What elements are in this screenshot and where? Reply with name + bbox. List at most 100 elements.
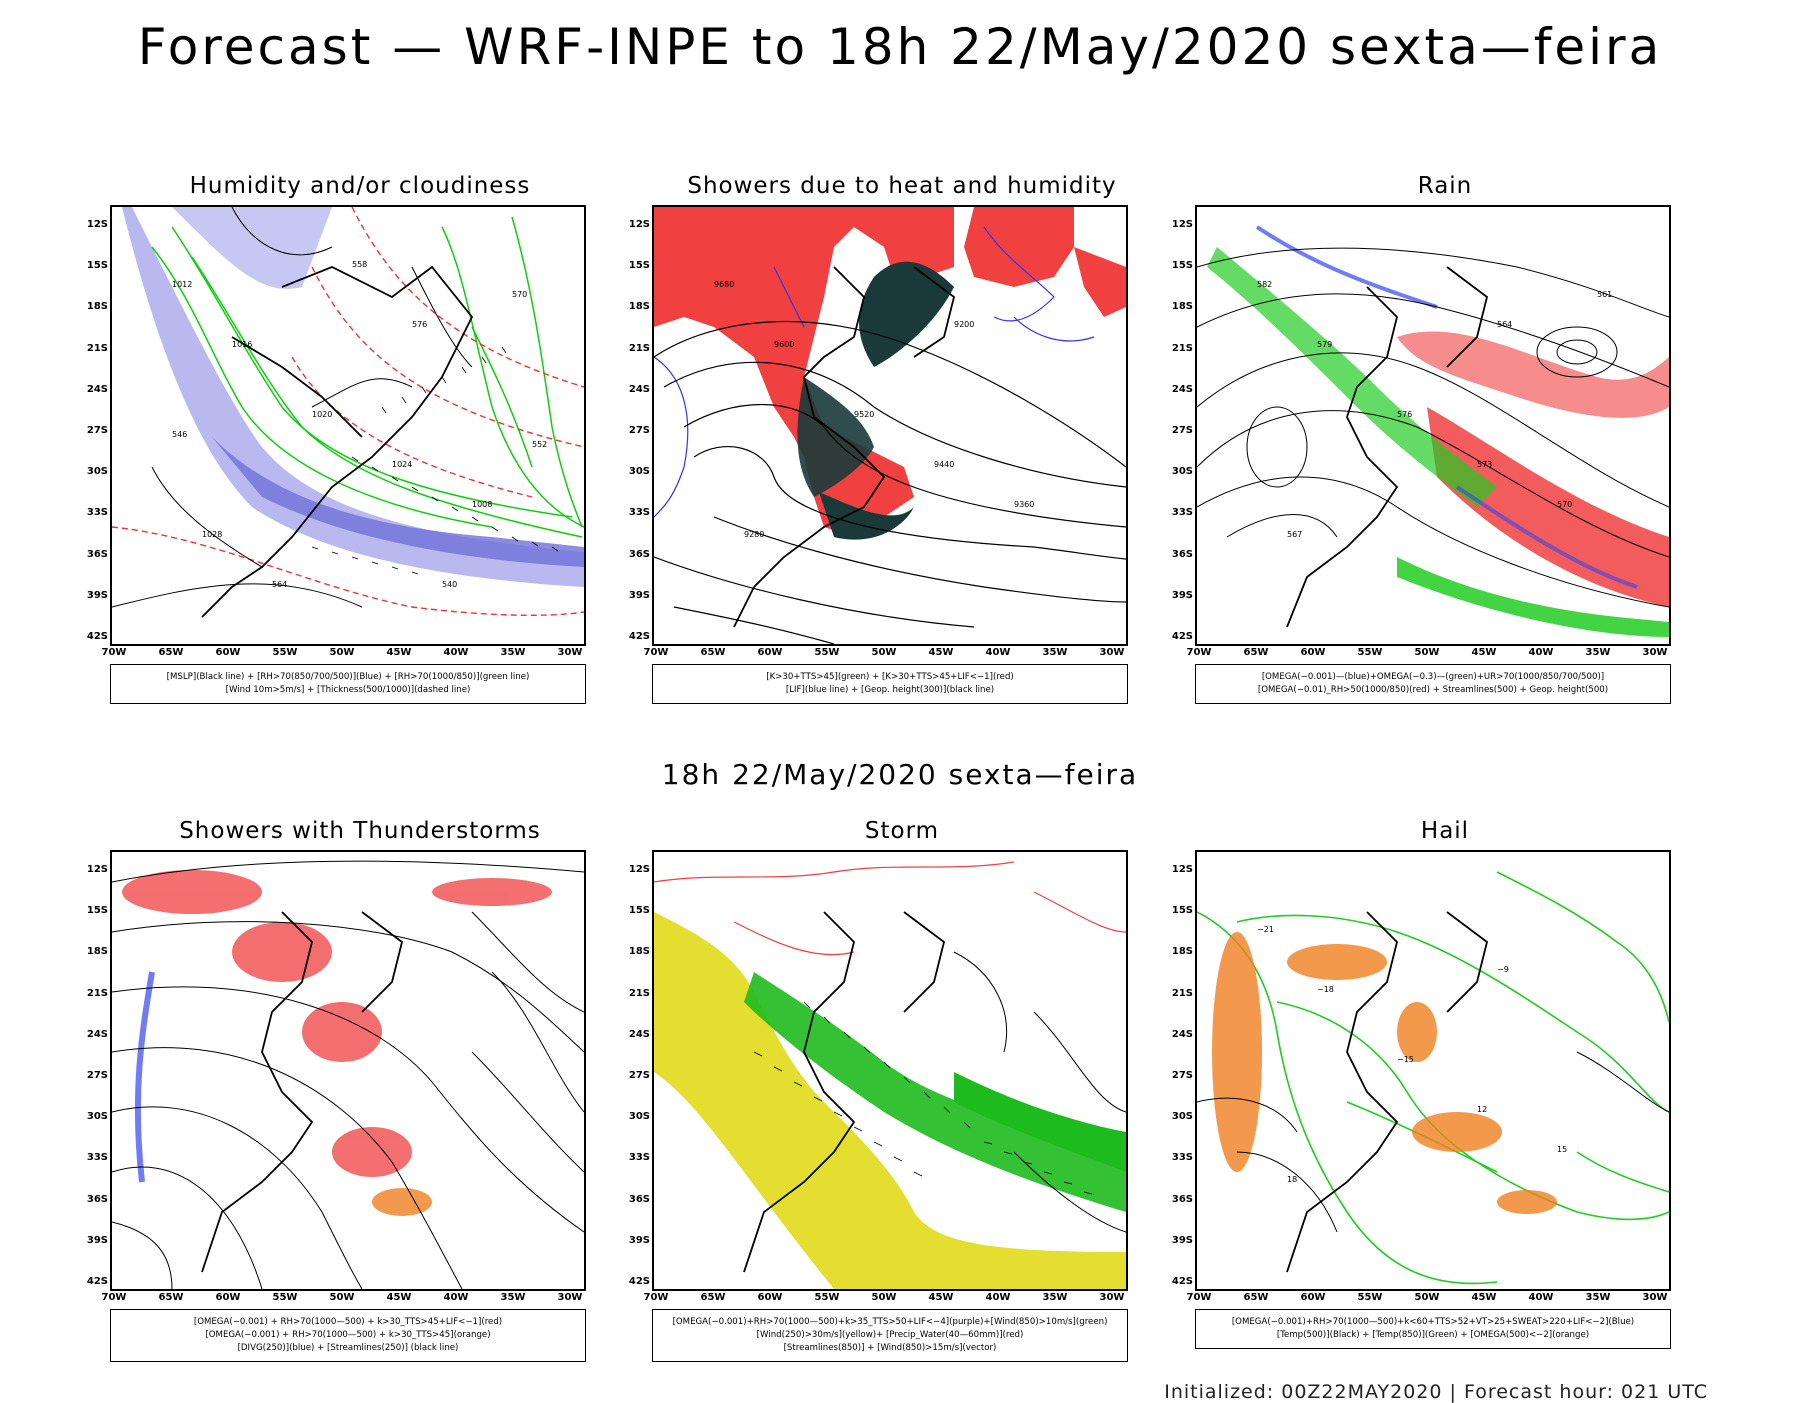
lon-tick-label: 60W (1300, 647, 1326, 658)
legend-line: [MSLP](Black line) + [RH>70(850/700/500)… (166, 672, 530, 682)
lat-tick-label: 18S (86, 946, 108, 958)
legend-line: [Streamlines(850)] + [Wind(850)>15m/s](v… (783, 1343, 997, 1353)
lat-tick-label: 18S (628, 301, 650, 313)
lon-tick-label: 70W (101, 1292, 127, 1303)
lon-tick-label: 35W (500, 647, 526, 658)
panel-title: Storm (864, 818, 940, 844)
lat-tick-label: 15S (1171, 905, 1193, 917)
lat-tick-label: 42S (86, 631, 108, 642)
panel-showers-heat: Showers due to heat and humidity (622, 173, 1182, 753)
lon-tick-label: 45W (928, 647, 954, 658)
lat-tick-label: 27S (86, 1070, 108, 1081)
lat-tick-label: 12S (86, 219, 108, 230)
legend-box: [MSLP](Black line) + [RH>70(850/700/500)… (110, 664, 586, 704)
contour-label: 582 (1257, 280, 1272, 289)
lon-tick-label: 45W (928, 1292, 954, 1303)
panel-storm: Storm (622, 818, 1182, 1398)
lon-tick-label: 50W (1414, 647, 1440, 658)
lon-tick-label: 40W (443, 647, 469, 658)
init-footer: Initialized: 00Z22MAY2020 | Forecast hou… (1164, 1381, 1708, 1403)
lon-tick-label: 60W (215, 1292, 241, 1303)
lat-tick-label: 27S (628, 1070, 650, 1081)
contour-label: 12 (1477, 1105, 1487, 1114)
panel-humidity: Humidity and/or cloudiness (80, 173, 640, 753)
lat-tick-label: 24S (86, 383, 108, 395)
lat-tick-label: 24S (86, 1028, 108, 1040)
panel-thunderstorms: Showers with Thunderstorms (80, 818, 640, 1398)
lat-tick-label: 15S (86, 905, 108, 917)
lat-tick-label: 15S (628, 905, 650, 917)
lat-tick-label: 36S (86, 548, 108, 560)
legend-box: [OMEGA(−0.001) + RH>70(1000—500) + k>30_… (110, 1309, 586, 1362)
contour-label: 570 (512, 290, 527, 299)
lon-tick-label: 50W (329, 1292, 355, 1303)
lon-tick-label: 70W (101, 647, 127, 658)
contour-label: 9280 (744, 530, 764, 539)
contour-label: 1028 (202, 530, 222, 539)
lat-tick-label: 39S (1171, 1234, 1193, 1246)
lat-tick-label: 42S (628, 1276, 650, 1287)
lon-tick-label: 55W (814, 647, 840, 658)
lon-tick-label: 35W (500, 1292, 526, 1303)
legend-line: [Wind(250)>30m/s](yellow)+ [Precip_Water… (756, 1330, 1024, 1340)
contour-label: 15 (1557, 1145, 1567, 1154)
lon-tick-label: 40W (985, 1292, 1011, 1303)
lon-tick-label: 35W (1042, 1292, 1068, 1303)
legend-line: [Temp(500)](Black) + [Temp(850)](Green) … (1276, 1330, 1590, 1340)
contour-label: 9200 (954, 320, 974, 329)
lon-tick-label: 70W (643, 647, 669, 658)
lon-tick-label: 45W (386, 1292, 412, 1303)
lat-tick-label: 30S (86, 466, 108, 478)
lat-tick-label: 42S (1171, 631, 1193, 642)
map-frame (110, 850, 586, 1291)
lon-tick-label: 55W (272, 1292, 298, 1303)
lat-tick-label: 27S (1171, 425, 1193, 436)
lat-tick-label: 30S (628, 1111, 650, 1123)
lat-tick-label: 36S (86, 1193, 108, 1205)
contour-label: 1012 (172, 280, 192, 289)
contour-label: 546 (172, 430, 187, 439)
contour-label: 9360 (1014, 500, 1034, 509)
lon-tick-label: 65W (1243, 1292, 1269, 1303)
lat-tick-label: 21S (1171, 342, 1193, 354)
contour-label: 567 (1287, 530, 1302, 539)
lat-tick-label: 36S (1171, 1193, 1193, 1205)
lon-tick-label: 30W (557, 1292, 583, 1303)
contour-label: 573 (1477, 460, 1492, 469)
map-storm (654, 861, 1126, 1289)
lon-tick-label: 30W (557, 647, 583, 658)
contour-label: 1016 (232, 340, 252, 349)
lat-tick-label: 39S (628, 589, 650, 601)
contour-label: 9600 (774, 340, 794, 349)
lon-tick-label: 70W (1186, 1292, 1212, 1303)
lon-tick-label: 40W (443, 1292, 469, 1303)
lon-tick-label: 60W (1300, 1292, 1326, 1303)
contour-label: 1024 (392, 460, 412, 469)
contour-label: −21 (1257, 925, 1274, 934)
lon-tick-label: 35W (1585, 1292, 1611, 1303)
lat-tick-label: 42S (1171, 1276, 1193, 1287)
map-frame: 9680 9600 9520 9440 9360 9280 9200 (652, 205, 1128, 646)
lat-tick-label: 27S (86, 425, 108, 436)
lat-tick-label: 15S (628, 260, 650, 272)
lon-tick-label: 55W (1357, 1292, 1383, 1303)
lat-tick-label: 24S (628, 1028, 650, 1040)
lon-tick-label: 55W (1357, 647, 1383, 658)
lat-tick-label: 12S (1171, 864, 1193, 875)
lon-tick-label: 60W (757, 1292, 783, 1303)
legend-box: [K>30+TTS>45](green) + [K>30+TTS>45+LIF<… (652, 664, 1128, 704)
legend-line: [OMEGA(−0.001)+RH>70(1000—500)+k>35_TTS>… (672, 1317, 1108, 1327)
lat-tick-label: 24S (1171, 383, 1193, 395)
lat-tick-label: 36S (628, 1193, 650, 1205)
lat-tick-label: 30S (86, 1111, 108, 1123)
lon-tick-label: 50W (871, 1292, 897, 1303)
lon-tick-label: 50W (329, 647, 355, 658)
lat-tick-label: 18S (628, 946, 650, 958)
lat-tick-label: 30S (1171, 466, 1193, 478)
panel-title: Humidity and/or cloudiness (189, 173, 531, 199)
lon-tick-label: 65W (158, 1292, 184, 1303)
lat-tick-label: 30S (1171, 1111, 1193, 1123)
legend-line: [OMEGA(−0.001)+RH>70(1000—500)+k<60+TTS>… (1231, 1317, 1635, 1327)
lat-tick-label: 12S (628, 864, 650, 875)
lon-tick-label: 50W (1414, 1292, 1440, 1303)
